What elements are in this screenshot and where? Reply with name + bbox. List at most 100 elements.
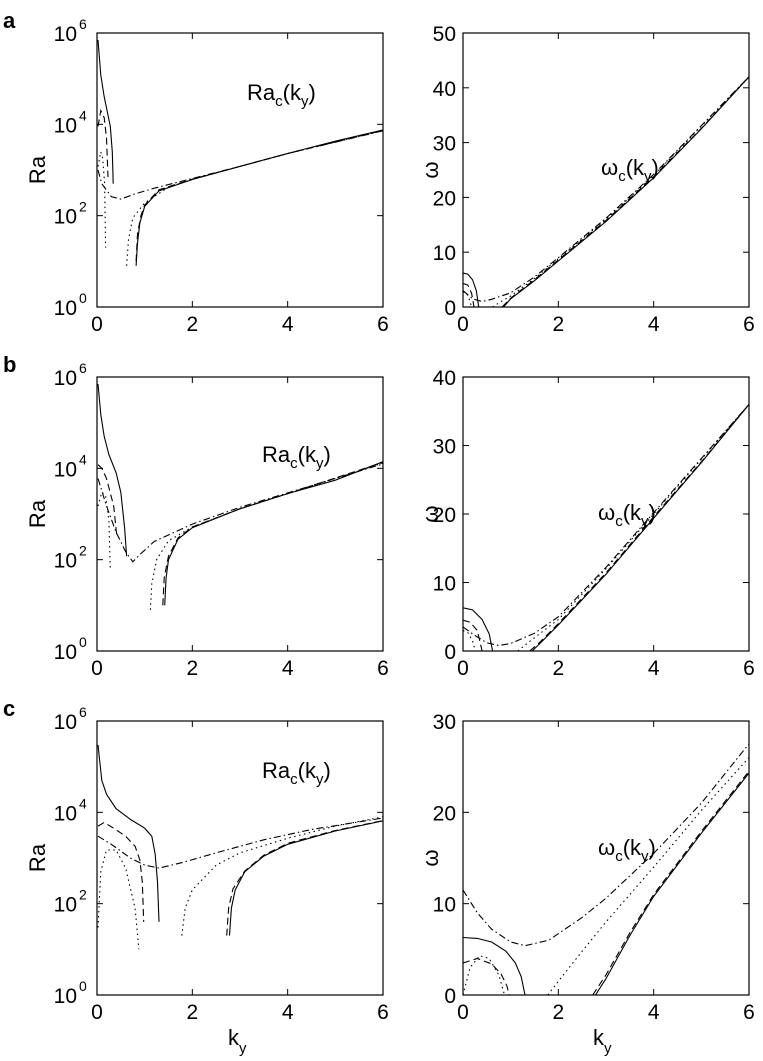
y-tick-label: 10 bbox=[54, 802, 77, 825]
y-tick-exponent: 6 bbox=[79, 704, 87, 720]
x-tick-label: 2 bbox=[552, 1001, 564, 1024]
series-line-dotted bbox=[181, 816, 383, 936]
y-tick-label: 20 bbox=[433, 187, 456, 210]
y-tick-exponent: 0 bbox=[79, 634, 87, 650]
y-tick-exponent: 2 bbox=[79, 887, 87, 903]
series-line-solid bbox=[463, 272, 480, 307]
y-tick-label: 40 bbox=[433, 367, 456, 390]
x-tick-label: 2 bbox=[186, 1001, 198, 1024]
plot-frame bbox=[462, 32, 750, 308]
y-tick-label: 20 bbox=[433, 802, 456, 825]
y-axis-label: Ra bbox=[25, 499, 50, 528]
curves bbox=[463, 404, 749, 651]
y-axis-label: Ra bbox=[25, 843, 50, 872]
x-tick-label: 6 bbox=[743, 657, 755, 680]
series-line-dashdot bbox=[97, 130, 383, 200]
series-line-solid bbox=[135, 129, 383, 266]
series-line-dashdot bbox=[463, 76, 749, 303]
y-tick-label: 30 bbox=[433, 711, 456, 734]
y-tick-label: 20 bbox=[433, 504, 456, 527]
series-line-solid bbox=[97, 744, 160, 922]
x-tick-label: 4 bbox=[282, 313, 294, 336]
series-line-solid bbox=[463, 607, 494, 651]
plot-frame bbox=[96, 720, 384, 996]
series-line-solid bbox=[97, 40, 114, 184]
y-tick-label: 10 bbox=[54, 23, 77, 46]
y-tick-label: 10 bbox=[54, 297, 77, 320]
series-line-dashed bbox=[529, 404, 749, 651]
y-tick-label: 0 bbox=[444, 297, 456, 320]
series-line-dashed bbox=[97, 108, 109, 178]
panel-a-right: 0 2 4 6 0 10 20 30 40 50 ω ωc(ky) bbox=[418, 23, 755, 336]
series-line-solid bbox=[228, 820, 383, 936]
curve-annotation: ωc(ky) bbox=[598, 835, 656, 865]
x-tick-label: 0 bbox=[457, 657, 469, 680]
y-tick-exponent: 6 bbox=[79, 16, 87, 32]
plot-frame bbox=[462, 720, 750, 996]
x-tick-label: 0 bbox=[457, 1001, 469, 1024]
y-tick-exponent: 0 bbox=[79, 290, 87, 306]
y-tick-label: 10 bbox=[54, 114, 77, 137]
series-line-solid bbox=[595, 772, 749, 995]
x-tick-label: 2 bbox=[186, 657, 198, 680]
series-line-dotted bbox=[463, 955, 506, 995]
series-line-dashed bbox=[97, 821, 145, 922]
panel-b-right: 0 2 4 6 0 10 20 30 40 ω ωc(ky) bbox=[418, 367, 755, 680]
y-tick-exponent: 4 bbox=[79, 107, 87, 123]
y-tick-label: 10 bbox=[433, 573, 456, 596]
x-tick-label: 0 bbox=[91, 313, 103, 336]
series-line-solid bbox=[463, 936, 526, 995]
curve-annotation: Rac(ky) bbox=[262, 442, 331, 472]
row-label-c: c bbox=[3, 696, 15, 721]
x-tick-label: 4 bbox=[282, 1001, 294, 1024]
curve-annotation: ωc(ky) bbox=[601, 155, 659, 185]
x-tick-label: 6 bbox=[377, 657, 389, 680]
x-tick-label: 0 bbox=[91, 1001, 103, 1024]
x-tick-label: 2 bbox=[186, 313, 198, 336]
y-tick-label: 30 bbox=[433, 133, 456, 156]
y-tick-label: 10 bbox=[54, 711, 77, 734]
y-tick-label: 10 bbox=[54, 458, 77, 481]
series-line-dashed bbox=[226, 820, 383, 936]
x-tick-label: 4 bbox=[648, 1001, 660, 1024]
x-tick-label: 0 bbox=[91, 657, 103, 680]
y-tick-label: 10 bbox=[54, 206, 77, 229]
curves bbox=[97, 40, 383, 266]
series-line-dashdot bbox=[97, 463, 383, 563]
curves bbox=[463, 743, 749, 995]
x-tick-label: 6 bbox=[743, 1001, 755, 1024]
series-line-dotted bbox=[126, 130, 383, 266]
x-tick-label: 6 bbox=[743, 313, 755, 336]
y-axis-label: ω bbox=[418, 161, 443, 178]
x-axis-label: ky bbox=[593, 1025, 612, 1057]
y-tick-label: 40 bbox=[433, 78, 456, 101]
curves bbox=[463, 76, 749, 307]
series-line-dotted bbox=[492, 76, 749, 307]
y-tick-label: 0 bbox=[444, 985, 456, 1008]
curves bbox=[97, 744, 383, 950]
plot-frame bbox=[96, 376, 384, 652]
x-tick-label: 0 bbox=[457, 313, 469, 336]
curve-annotation: Rac(ky) bbox=[247, 80, 316, 110]
series-line-dashed bbox=[592, 770, 749, 995]
series-line-dotted bbox=[547, 757, 749, 995]
y-axis-label: ω bbox=[418, 505, 443, 522]
y-tick-label: 10 bbox=[54, 985, 77, 1008]
y-tick-label: 10 bbox=[54, 641, 77, 664]
curve-annotation: Rac(ky) bbox=[262, 758, 331, 788]
x-tick-label: 6 bbox=[377, 313, 389, 336]
panel-c-right: 0 2 4 6 0 10 20 30 ω ωc(ky) bbox=[418, 711, 755, 1024]
curves bbox=[97, 384, 383, 610]
y-tick-label: 10 bbox=[433, 894, 456, 917]
y-axis-label: ω bbox=[418, 849, 443, 866]
curve-annotation: ωc(ky) bbox=[598, 500, 656, 530]
row-label-b: b bbox=[3, 352, 16, 377]
series-line-dashed bbox=[162, 461, 383, 606]
plot-frame bbox=[96, 32, 384, 308]
y-axis-label: Ra bbox=[25, 155, 50, 184]
series-line-dashed bbox=[501, 76, 749, 307]
